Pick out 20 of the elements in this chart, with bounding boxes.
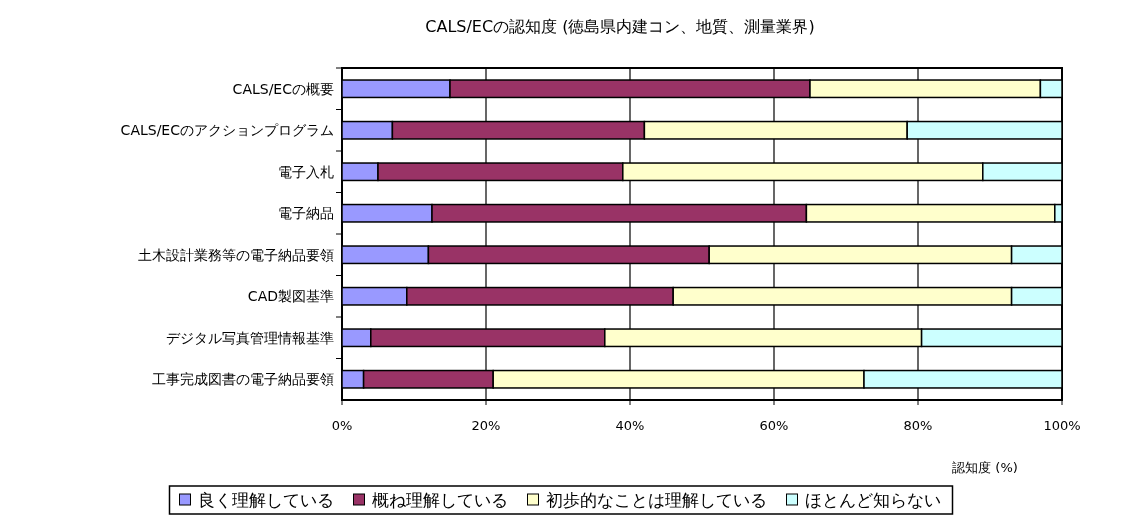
title: CALS/ECの認知度 (徳島県内建コン、地質、測量業界): [425, 17, 815, 36]
xtick: 100%: [1043, 418, 1081, 433]
xlabel: 認知度 (%): [952, 460, 1018, 475]
xtick: 40%: [615, 418, 645, 433]
legend-label: 良く理解している: [197, 490, 334, 510]
xtick: 0%: [331, 418, 353, 433]
legend-label: 概ね理解している: [371, 490, 508, 510]
legend-label: ほとんど知らない: [804, 490, 941, 510]
ycat: 工事完成図書の電子納品要領: [152, 371, 334, 388]
ycat: デジタル写真管理情報基準: [166, 329, 334, 346]
ycat: CALS/ECの概要: [232, 80, 334, 97]
xtick: 60%: [759, 418, 789, 433]
legend-label: 初歩的なことは理解している: [545, 490, 767, 510]
ycat: 電子納品: [278, 205, 334, 222]
ycat: 電子入札: [278, 163, 334, 180]
ycat: CAD製図基準: [247, 288, 334, 305]
ycat: 土木設計業務等の電子納品要領: [138, 246, 334, 263]
ycat: CALS/ECのアクションプログラム: [120, 122, 334, 139]
xtick: 80%: [903, 418, 933, 433]
xtick: 20%: [471, 418, 501, 433]
